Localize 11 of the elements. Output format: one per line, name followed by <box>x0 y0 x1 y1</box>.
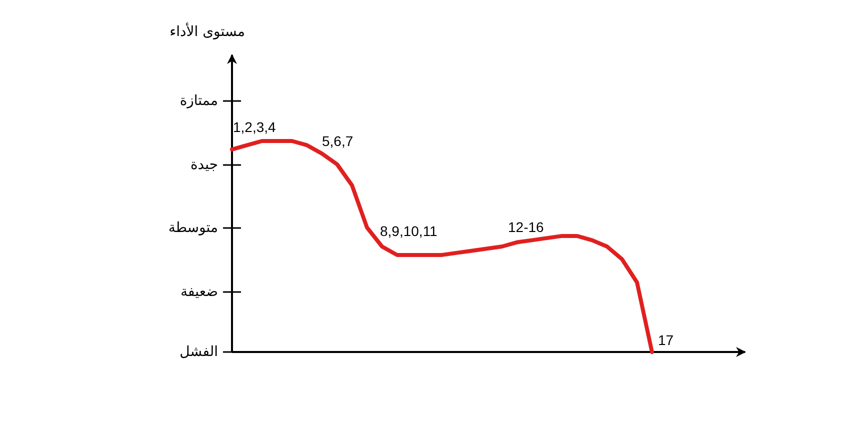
annotation: 5,6,7 <box>322 133 354 149</box>
text: متوسطة <box>168 220 218 236</box>
annotation: 12-16 <box>508 219 544 235</box>
text: الفشل <box>180 344 218 360</box>
text: مستوى الأداء <box>170 22 245 40</box>
text: 1,2,3,4 <box>233 119 276 135</box>
annotation: 8,9,10,11 <box>380 223 438 239</box>
text: جيدة <box>190 157 218 173</box>
text: ممتازة <box>180 93 218 109</box>
text: ضعيفة <box>180 284 218 300</box>
annotation: 17 <box>658 332 674 348</box>
